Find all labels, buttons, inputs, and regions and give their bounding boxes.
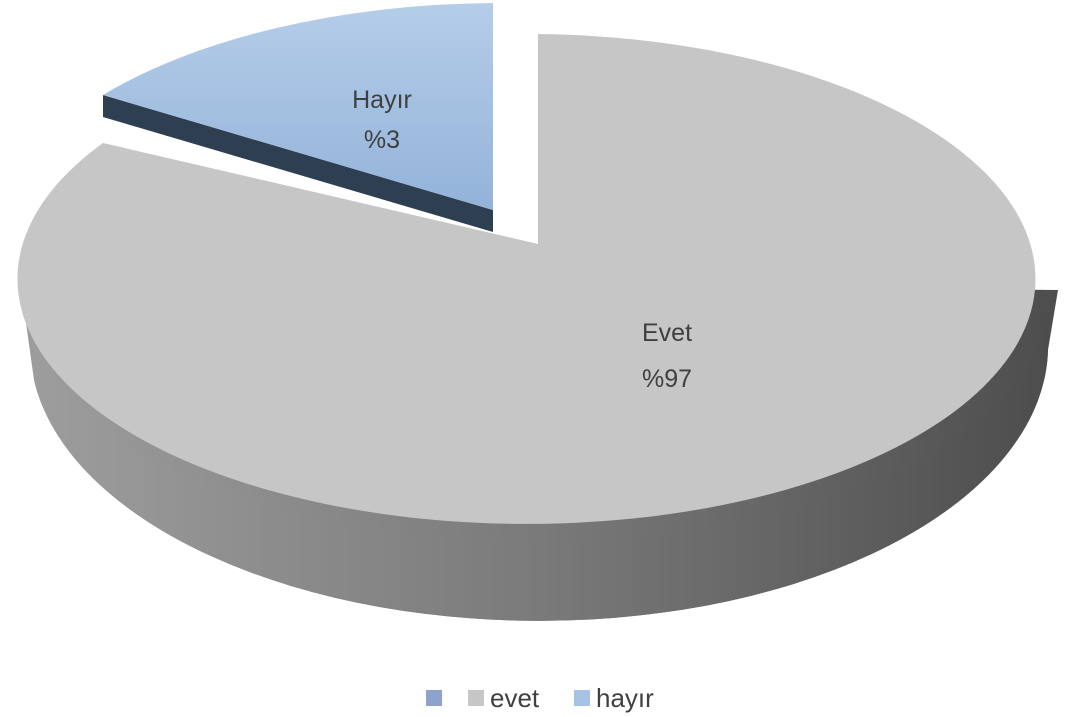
slice-label-evet: Evet: [642, 319, 692, 347]
pie-side-evet-body: [34, 300, 1048, 621]
legend-label-evet: evet: [490, 683, 540, 713]
pie-side-hayir: [103, 95, 493, 232]
slice-label-hayir: Hayır: [352, 86, 412, 114]
pie-slice-evet: [17, 34, 1036, 524]
legend-swatch-blank: [426, 690, 442, 706]
legend-label-hayir: hayır: [596, 683, 654, 713]
legend-swatch-evet: [468, 690, 484, 706]
legend: evet hayır: [426, 683, 654, 713]
slice-value-hayir: %3: [364, 126, 400, 154]
pie-slice-hayir: [103, 3, 493, 210]
legend-swatch-hayir: [574, 690, 590, 706]
slice-value-evet: %97: [642, 365, 692, 393]
